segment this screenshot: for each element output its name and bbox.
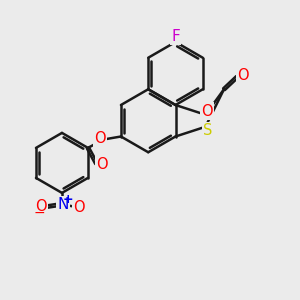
Text: O: O xyxy=(97,157,108,172)
Text: −: − xyxy=(34,206,46,220)
Text: +: + xyxy=(63,193,73,206)
Text: F: F xyxy=(171,29,180,44)
Text: O: O xyxy=(94,130,106,146)
Text: O: O xyxy=(73,200,85,215)
Text: N: N xyxy=(58,197,69,212)
Text: O: O xyxy=(35,199,47,214)
Text: O: O xyxy=(237,68,248,83)
Text: S: S xyxy=(203,123,212,138)
Text: O: O xyxy=(201,103,213,118)
